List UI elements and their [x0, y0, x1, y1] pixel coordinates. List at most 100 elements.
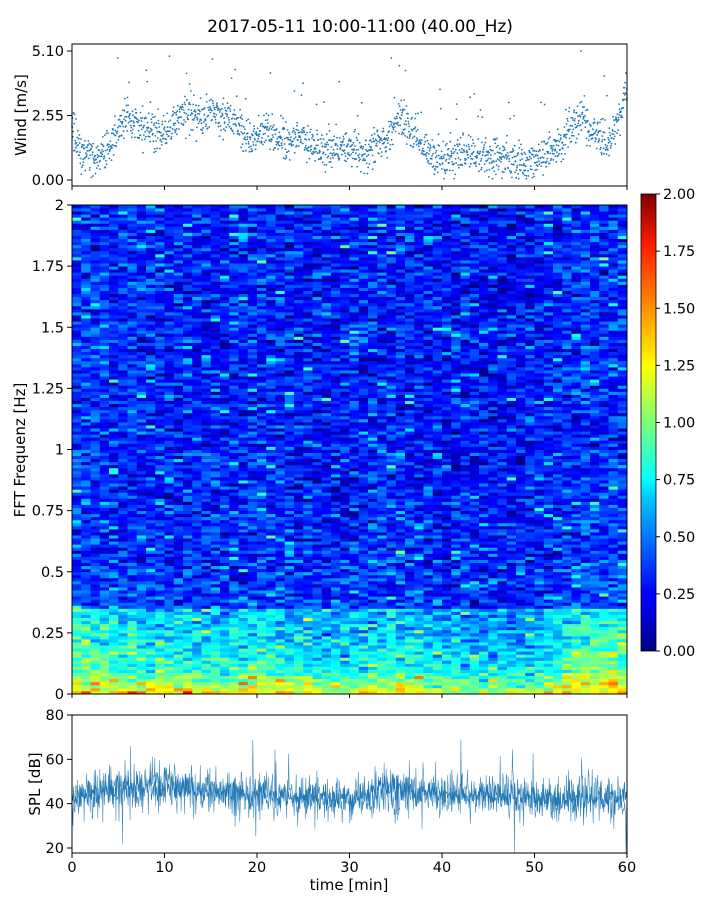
spectrogram-cell: [534, 559, 545, 563]
spectrogram-cell: [192, 678, 202, 683]
spectrogram-cell: [617, 553, 628, 557]
spectrogram-cell: [238, 690, 249, 695]
wind-point: [116, 57, 119, 59]
spectrogram-cell: [599, 657, 609, 661]
spectrogram-cell: [590, 553, 600, 557]
spectrogram-cell: [164, 638, 175, 643]
wind-point: [570, 116, 573, 119]
spectrogram-cell: [257, 657, 267, 661]
spectrogram-cell: [247, 562, 258, 567]
wind-point: [112, 132, 115, 135]
wind-point: [484, 137, 487, 139]
wind-point: [578, 114, 581, 117]
spectrogram-cell: [294, 648, 304, 652]
spectrogram-cell: [90, 605, 101, 609]
wind-point: [553, 152, 555, 155]
spectrogram-cell: [164, 577, 175, 582]
spectrogram-cell: [469, 550, 480, 554]
spectrogram-cell: [164, 535, 175, 539]
spectrogram-cell: [81, 541, 91, 545]
wind-point: [81, 164, 84, 167]
spectrogram-cell: [303, 681, 313, 686]
wind-point: [375, 145, 378, 147]
spectrogram-cell: [340, 553, 350, 557]
spectrogram-cell: [349, 660, 360, 664]
spectrogram-cell: [331, 596, 341, 600]
spectrogram-cell: [303, 669, 313, 674]
spectrogram-cell: [377, 535, 387, 539]
wind-point: [262, 133, 265, 136]
wind-point: [352, 151, 354, 154]
wind-point: [392, 128, 395, 131]
spectrogram-cell: [201, 562, 212, 567]
spectrogram-cell: [127, 605, 138, 609]
spectrogram-cell: [146, 660, 156, 664]
spectrogram-cell: [312, 617, 323, 622]
spectrogram-cell: [395, 626, 406, 631]
wind-point: [527, 175, 530, 177]
wind-point: [495, 160, 498, 163]
wind-point: [252, 141, 255, 143]
wind-point: [311, 133, 314, 136]
wind-point: [513, 144, 516, 147]
spectrogram-cell: [432, 574, 443, 579]
wind-point: [514, 171, 516, 174]
wind-point: [371, 154, 374, 157]
wind-point: [392, 123, 395, 126]
wind-point: [609, 146, 612, 149]
spectrogram-cell: [553, 565, 563, 570]
spectrogram-cell: [118, 562, 128, 567]
spectrogram-cell: [321, 629, 332, 634]
spectrogram-cell: [90, 623, 101, 628]
wind-point: [482, 151, 485, 154]
spectrogram-cell: [247, 690, 258, 695]
spectrogram-cell: [553, 535, 563, 539]
spectrogram-cell: [442, 596, 452, 600]
spectrogram-cell: [358, 611, 369, 615]
spectrogram-cell: [321, 684, 332, 689]
wind-point: [524, 174, 526, 177]
spectrogram-cell: [386, 565, 397, 570]
spectrogram-cell: [81, 571, 91, 576]
spectrogram-cell: [173, 544, 184, 548]
wind-point: [248, 150, 251, 153]
wind-point: [343, 149, 346, 152]
spectrogram-cell: [266, 617, 276, 622]
spectrogram-cell: [99, 577, 110, 582]
spectrogram-cell: [229, 651, 239, 655]
wind-point: [311, 153, 314, 156]
spectrogram-cell: [497, 660, 508, 664]
wind-point: [606, 145, 609, 147]
wind-point: [453, 162, 455, 165]
wind-point: [556, 139, 559, 142]
spectrogram-cell: [303, 635, 313, 640]
spectrogram-cell: [99, 599, 110, 603]
spectrogram-cell: [479, 614, 489, 618]
wind-point: [382, 142, 384, 145]
spectrogram-cell: [590, 666, 600, 670]
wind-point: [193, 109, 196, 111]
spectrogram-cell: [405, 669, 415, 674]
spectrogram-cell: [349, 559, 360, 563]
spectrogram-cell: [590, 687, 600, 692]
spectrogram-cell: [553, 635, 563, 640]
spectrogram-cell: [238, 654, 249, 658]
spectrogram-cell: [516, 690, 526, 695]
spectrogram-cell: [72, 602, 82, 606]
spectrogram-cell: [506, 587, 517, 591]
spectrogram-cell: [451, 593, 461, 597]
spectrogram-cell: [414, 599, 424, 603]
spectrogram-cell: [81, 544, 91, 548]
wind-point: [259, 125, 262, 127]
spectrogram-cell: [247, 638, 258, 643]
spectrogram-cell: [90, 587, 101, 591]
spectrogram-cell: [516, 629, 526, 634]
wind-point: [274, 146, 276, 149]
spectrogram-cell: [562, 544, 572, 548]
spectrogram-cell: [488, 678, 498, 683]
spectrogram-cell: [349, 648, 360, 652]
spectrogram-cell: [451, 553, 461, 557]
wind-point: [408, 135, 411, 138]
spectrogram-cell: [617, 556, 628, 560]
spectrogram-cell: [229, 538, 239, 542]
